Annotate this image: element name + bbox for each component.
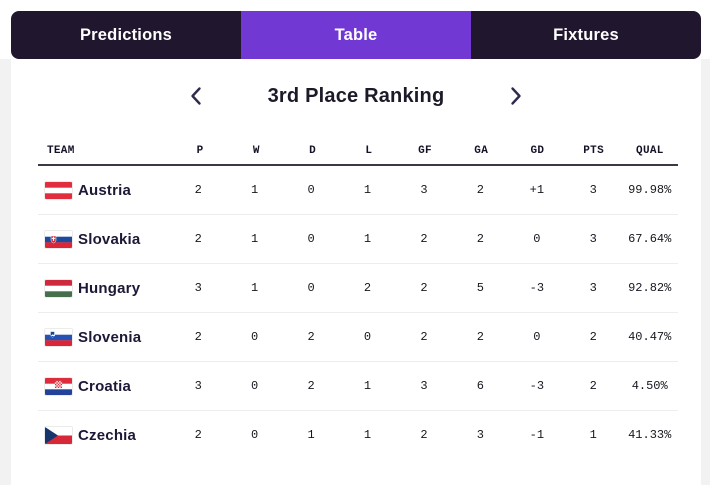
header-goals-for: GF [418, 145, 432, 157]
cell-goals-against: 2 [476, 183, 484, 197]
header-team: TEAM [47, 145, 75, 157]
cell-goals-for: 2 [420, 232, 428, 246]
cell-draws: 0 [307, 281, 315, 295]
cell-played: 3 [194, 379, 202, 393]
cell-goal-diff: -3 [529, 281, 545, 295]
cell-draws: 0 [307, 232, 315, 246]
cell-played: 2 [194, 183, 202, 197]
team-name: Croatia [78, 377, 132, 395]
prev-button[interactable] [183, 83, 209, 109]
cell-played: 2 [194, 428, 202, 442]
cell-goals-for: 3 [420, 183, 428, 197]
cell-played: 3 [194, 281, 202, 295]
cell-draws: 1 [307, 428, 315, 442]
tab-bar: Predictions Table Fixtures [11, 11, 701, 59]
cell-goals-against: 5 [476, 281, 484, 295]
page-title: 3rd Place Ranking [267, 84, 445, 107]
header-qualification: QUAL [636, 145, 664, 157]
cell-goal-diff: -3 [529, 379, 545, 393]
chevron-right-icon [511, 87, 521, 105]
team-name: Hungary [78, 279, 141, 297]
cell-wins: 0 [251, 428, 259, 442]
cell-losses: 1 [363, 428, 372, 442]
cell-qualification: 92.82% [628, 281, 672, 295]
cell-draws: 2 [307, 330, 315, 344]
cell-goals-against: 6 [476, 379, 484, 393]
header-points: PTS [583, 145, 604, 157]
cell-goal-diff: -1 [529, 428, 545, 442]
slovenia-flag-icon [45, 328, 72, 346]
hungary-flag-icon [45, 279, 72, 297]
cell-draws: 2 [307, 379, 315, 393]
header-losses: L [365, 145, 373, 157]
chevron-left-icon [191, 87, 201, 105]
team-name: Slovenia [78, 328, 142, 346]
table-row: Slovakia 2 1 0 1 2 2 0 3 67.64% [38, 215, 678, 264]
cell-goals-against: 2 [476, 330, 484, 344]
cell-points: 3 [589, 183, 597, 197]
table-row: Croatia 3 0 2 1 3 6 -3 2 4.50% [38, 362, 678, 411]
table-row: Hungary 3 1 0 2 2 5 -3 3 92.82% [38, 264, 678, 313]
header-goals-against: GA [474, 145, 489, 157]
cell-goals-for: 2 [420, 330, 428, 344]
team-name: Austria [78, 181, 132, 199]
cell-losses: 1 [363, 183, 372, 197]
cell-qualification: 4.50% [631, 379, 668, 393]
cell-points: 3 [589, 281, 597, 295]
next-button[interactable] [503, 83, 529, 109]
header-played: P [196, 145, 204, 157]
cell-goal-diff: 0 [533, 330, 541, 344]
header-goal-diff: GD [530, 145, 545, 157]
cell-points: 3 [589, 232, 597, 246]
slovakia-flag-icon [45, 230, 72, 248]
cell-qualification: 99.98% [628, 183, 672, 197]
header-draws: D [309, 145, 316, 157]
cell-goals-against: 3 [476, 428, 484, 442]
cell-points: 2 [589, 379, 597, 393]
tab-fixtures[interactable]: Fixtures [553, 25, 619, 44]
croatia-flag-icon [45, 377, 72, 395]
ranking-nav: 3rd Place Ranking [11, 59, 701, 112]
standings-table: TEAM P W D L GF GA GD PTS QUAL Austria 2… [38, 138, 678, 459]
czechia-flag-icon [45, 426, 72, 444]
cell-qualification: 40.47% [628, 330, 672, 344]
cell-qualification: 67.64% [628, 232, 672, 246]
table-row: Czechia 2 0 1 1 2 3 -1 1 41.33% [38, 411, 678, 459]
cell-goals-for: 2 [420, 428, 428, 442]
table-header-row: TEAM P W D L GF GA GD PTS QUAL [38, 138, 678, 166]
team-name: Czechia [78, 426, 137, 444]
tab-predictions[interactable]: Predictions [79, 25, 173, 44]
cell-losses: 1 [363, 379, 372, 393]
cell-losses: 0 [363, 330, 372, 344]
cell-points: 1 [589, 428, 597, 442]
tab-table[interactable]: Table [241, 11, 471, 59]
cell-played: 2 [194, 232, 202, 246]
cell-wins: 1 [251, 232, 259, 246]
cell-qualification: 41.33% [628, 428, 672, 442]
team-name: Slovakia [78, 230, 141, 248]
cell-goal-diff: +1 [529, 183, 545, 197]
cell-wins: 0 [251, 330, 259, 344]
cell-goals-for: 3 [420, 379, 428, 393]
cell-played: 2 [194, 330, 202, 344]
cell-points: 2 [589, 330, 597, 344]
header-wins: W [252, 145, 260, 157]
cell-draws: 0 [307, 183, 315, 197]
table-row: Slovenia 2 0 2 0 2 2 0 2 40.47% [38, 313, 678, 362]
cell-losses: 2 [363, 281, 372, 295]
austria-flag-icon [45, 181, 72, 199]
cell-wins: 1 [251, 183, 259, 197]
cell-goal-diff: 0 [533, 232, 541, 246]
cell-losses: 1 [363, 232, 372, 246]
cell-wins: 1 [251, 281, 259, 295]
cell-goals-for: 2 [420, 281, 428, 295]
table-row: Austria 2 1 0 1 3 2 +1 3 99.98% [38, 166, 678, 215]
cell-goals-against: 2 [476, 232, 484, 246]
cell-wins: 0 [251, 379, 259, 393]
table-card: 3rd Place Ranking TEAM P W D L GF GA GD … [11, 59, 701, 485]
